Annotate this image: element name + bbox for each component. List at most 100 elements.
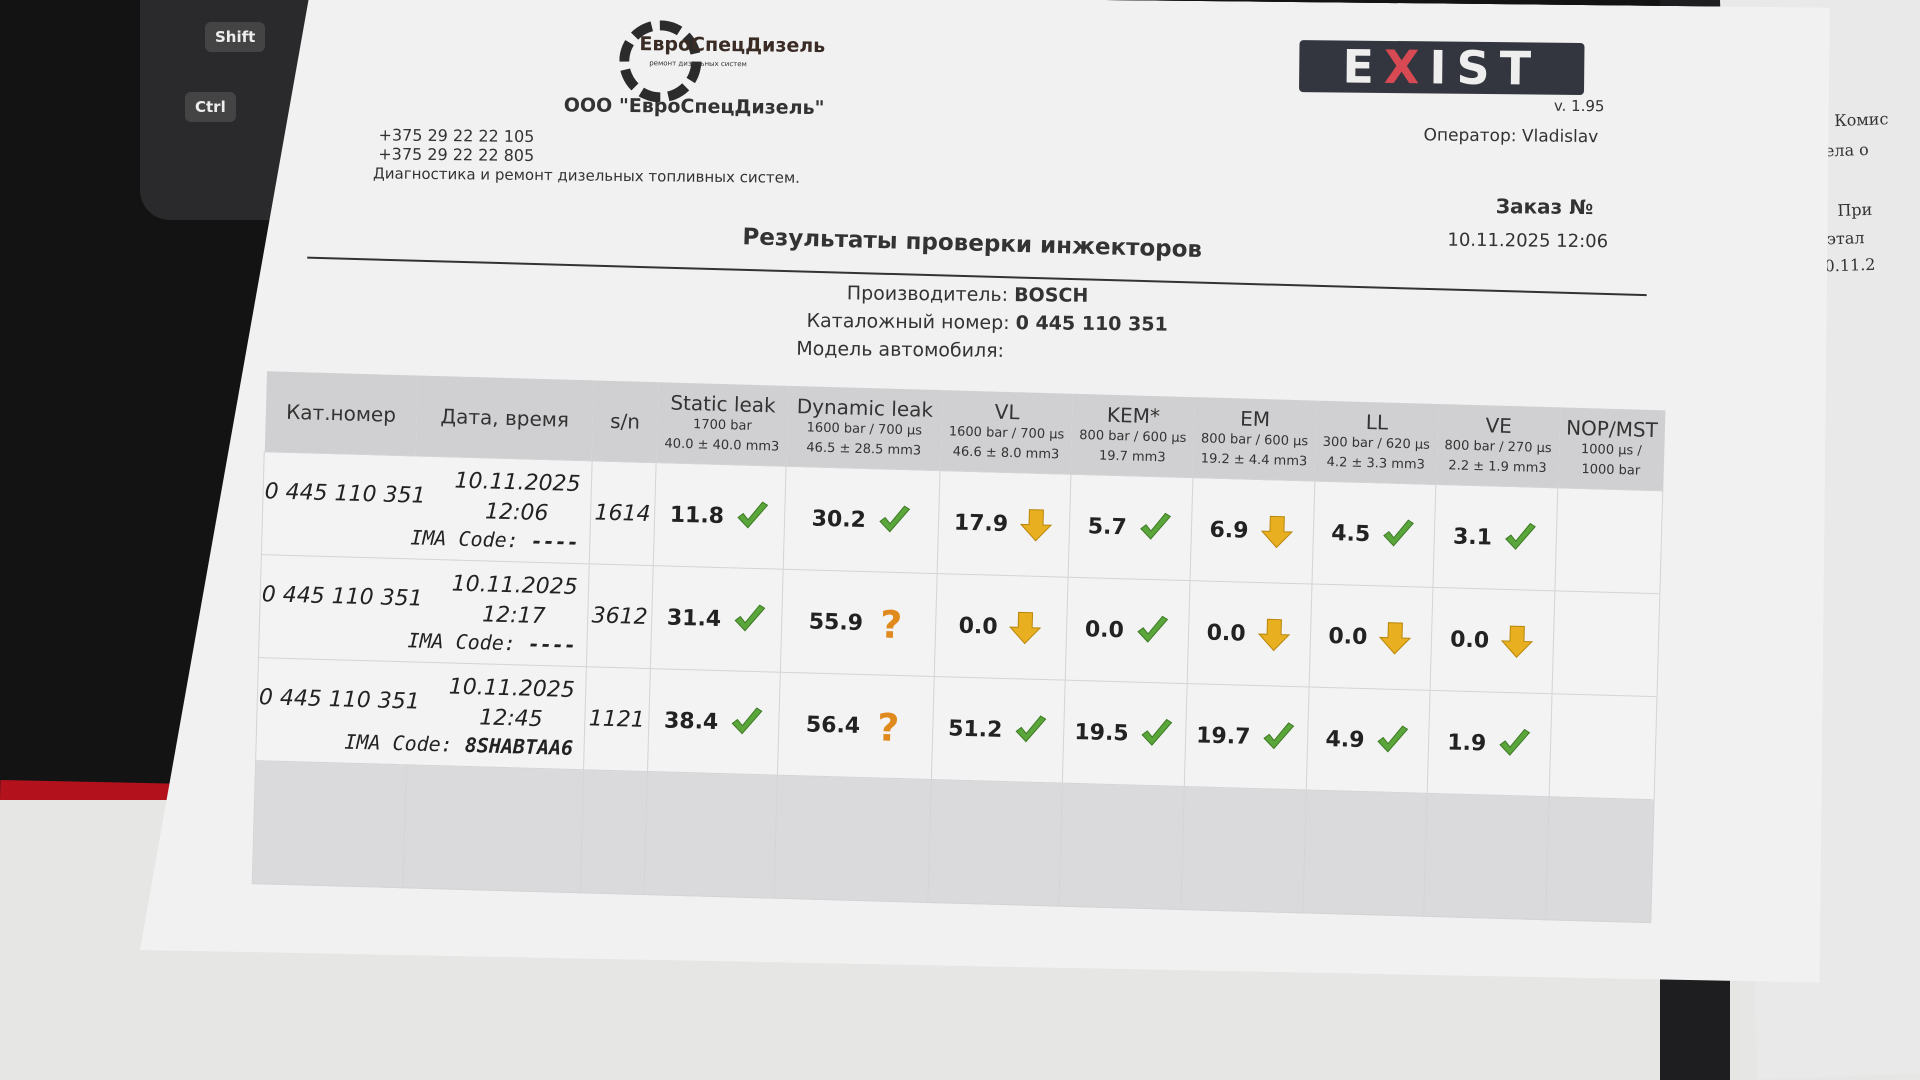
- results-table: Кат.номер Дата, время s/n Static leak 1700 b…: [252, 371, 1666, 923]
- empty-cell: [1546, 797, 1654, 923]
- ima-code: ----: [530, 528, 580, 555]
- test-date: 10.11.2025: [451, 571, 578, 601]
- svg-text:?: ?: [879, 605, 902, 642]
- measurement-cell: 11.8: [653, 463, 786, 570]
- test-date: 10.11.2025: [448, 674, 576, 703]
- column-title: Кат.номер: [285, 399, 397, 427]
- catalog-number: 0 445 110 351: [264, 478, 426, 509]
- column-header: Дата, время: [416, 375, 594, 460]
- table-row: 0 445 110 351 10.11.2025 12:17 IMA Code:…: [259, 555, 1660, 697]
- column-title: VL: [994, 399, 1020, 425]
- empty-cell: [644, 772, 778, 899]
- shift-key: Shift: [205, 22, 266, 52]
- serial-number: 3612: [586, 564, 653, 669]
- measurement-cell: 55.9?: [781, 569, 938, 676]
- measurement-value: 5.7: [1087, 513, 1128, 540]
- measurement-value: 11.8: [669, 502, 725, 529]
- table-row: 0 445 110 351 10.11.2025 12:06 IMA Code:…: [261, 452, 1662, 594]
- check-icon: [734, 498, 771, 535]
- measurement-cell: 51.2: [931, 677, 1065, 784]
- measurement-value: [1603, 528, 1604, 553]
- check-icon: [1133, 613, 1170, 650]
- catalog-number: 0 445 110 351: [258, 684, 421, 715]
- column-title: Дата, время: [440, 404, 570, 432]
- measurement-value: 0.0: [1449, 626, 1490, 653]
- check-icon: [875, 502, 912, 539]
- column-tolerance: 46.5 ± 28.5 mm3: [806, 440, 922, 459]
- check-icon: [728, 704, 765, 741]
- column-header: VL 1600 bar / 700 µs 46.6 ± 8.0 mm3: [940, 390, 1073, 474]
- car-model-row: Модель автомобиля:: [796, 338, 1004, 362]
- measurement-cell: 56.4?: [778, 672, 935, 779]
- column-condition: 1000 µs /: [1580, 441, 1642, 459]
- question-icon: ?: [870, 708, 907, 745]
- empty-cell: [1181, 787, 1306, 913]
- measurement-cell: 1.9: [1427, 690, 1552, 796]
- check-icon: [1502, 520, 1539, 557]
- check-icon: [1012, 712, 1049, 749]
- manufacturer-value: BOSCH: [1014, 284, 1089, 307]
- column-header: s/n: [592, 380, 659, 462]
- measurement-value: 55.9: [808, 608, 864, 636]
- empty-cell: [928, 779, 1062, 906]
- column-header: Кат.номер: [264, 371, 418, 456]
- phone-2: +375 29 22 22 805: [378, 144, 535, 166]
- company-logo-subtext: ремонт дизельных систем: [649, 59, 747, 69]
- ima-label: IMA Code:: [407, 628, 517, 656]
- version: v. 1.95: [1553, 96, 1605, 116]
- measurement-value: 6.9: [1209, 517, 1249, 544]
- arrow-down-icon: [1258, 513, 1295, 550]
- order-number-label: Заказ №: [1495, 194, 1594, 220]
- check-icon: [1136, 510, 1173, 547]
- check-icon: [1374, 722, 1411, 759]
- column-title: KEM*: [1106, 402, 1161, 429]
- check-icon: [1496, 726, 1533, 763]
- second-page-line: Комис: [1833, 109, 1889, 131]
- measurement-value: 19.7: [1195, 722, 1251, 750]
- measurement-value: 4.5: [1330, 520, 1371, 547]
- manufacturer-label: Производитель:: [846, 282, 1009, 307]
- check-icon: [1138, 716, 1175, 753]
- arrow-down-icon: [1377, 619, 1414, 656]
- ima-code: ----: [527, 631, 577, 657]
- measurement-cell: [1555, 488, 1663, 594]
- catalog-label: Каталожный номер:: [806, 309, 1010, 335]
- measurement-value: 38.4: [663, 707, 719, 735]
- measurement-cell: 31.4: [651, 566, 784, 673]
- measurement-cell: 0.0: [1309, 584, 1434, 690]
- empty-cell: [580, 770, 648, 895]
- second-page-line: При: [1837, 199, 1873, 221]
- measurement-value: 4.9: [1325, 726, 1365, 753]
- order-datetime: 10.11.2025 12:06: [1447, 229, 1609, 253]
- test-time: 12:17: [481, 602, 546, 630]
- injector-id-cell: 0 445 110 351 10.11.2025 12:06 IMA Code:…: [261, 452, 591, 564]
- column-condition: 800 bar / 600 µs: [1079, 427, 1187, 446]
- injector-id-cell: 0 445 110 351 10.11.2025 12:17 IMA Code:…: [259, 555, 589, 667]
- measurement-cell: 0.0: [1430, 587, 1555, 693]
- measurement-value: 51.2: [947, 715, 1003, 743]
- check-icon: [1380, 516, 1417, 553]
- measurement-cell: 19.7: [1184, 684, 1309, 790]
- measurement-cell: 17.9: [937, 471, 1071, 578]
- column-title: NOP/MST: [1565, 415, 1659, 443]
- ima-label: IMA Code:: [344, 729, 454, 757]
- report-page: ЕвроСпецДизель ремонт дизельных систем О…: [140, 0, 1830, 983]
- measurement-cell: [1552, 591, 1660, 697]
- exist-logo: EXIST: [1299, 40, 1585, 95]
- catalog-value: 0 445 110 351: [1015, 312, 1168, 336]
- measurement-cell: 30.2: [784, 466, 941, 573]
- empty-cell: [1059, 783, 1184, 909]
- empty-cell: [774, 775, 931, 902]
- operator: Оператор: Vladislav: [1423, 125, 1599, 148]
- measurement-value: 3.1: [1452, 523, 1493, 551]
- column-header: NOP/MST 1000 µs / 1000 bar: [1558, 407, 1665, 490]
- column-header: EM 800 bar / 600 µs 19.2 ± 4.4 mm3: [1193, 397, 1317, 481]
- company-logo: ЕвроСпецДизель: [639, 33, 826, 58]
- injector-id-cell: 0 445 110 351 10.11.2025 12:45 IMA Code:…: [256, 658, 586, 770]
- measurement-cell: [1549, 694, 1657, 800]
- measurement-value: 0.0: [1328, 623, 1368, 650]
- measurement-cell: 5.7: [1068, 474, 1193, 580]
- column-tolerance: 19.7 mm3: [1098, 448, 1166, 466]
- measurement-value: [1598, 734, 1599, 759]
- test-time: 12:45: [478, 705, 544, 733]
